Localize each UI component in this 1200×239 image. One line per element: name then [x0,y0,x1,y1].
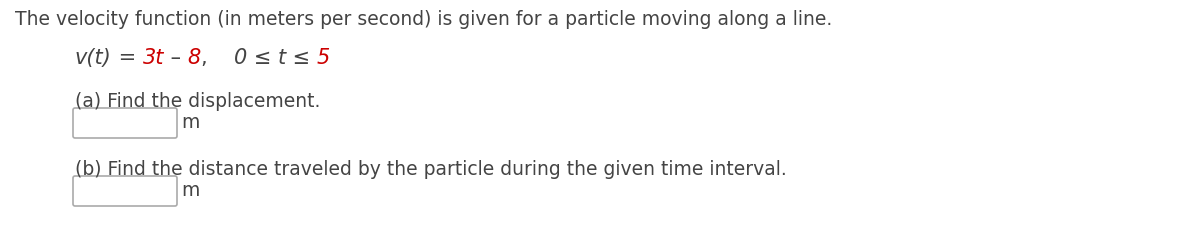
Text: 5: 5 [317,48,330,68]
FancyBboxPatch shape [73,108,178,138]
Text: =: = [112,48,143,68]
FancyBboxPatch shape [73,176,178,206]
Text: v(t): v(t) [74,48,112,68]
Text: m: m [181,181,199,201]
Text: 8: 8 [187,48,200,68]
Text: (a) Find the displacement.: (a) Find the displacement. [74,92,320,111]
Text: –: – [164,48,187,68]
Text: 0 ≤: 0 ≤ [234,48,278,68]
Text: (b) Find the distance traveled by the particle during the given time interval.: (b) Find the distance traveled by the pa… [74,160,787,179]
Text: t: t [278,48,286,68]
Text: ≤: ≤ [286,48,317,68]
Text: ,: , [200,48,234,68]
Text: 3t: 3t [143,48,164,68]
Text: m: m [181,114,199,132]
Text: The velocity function (in meters per second) is given for a particle moving alon: The velocity function (in meters per sec… [14,10,833,29]
